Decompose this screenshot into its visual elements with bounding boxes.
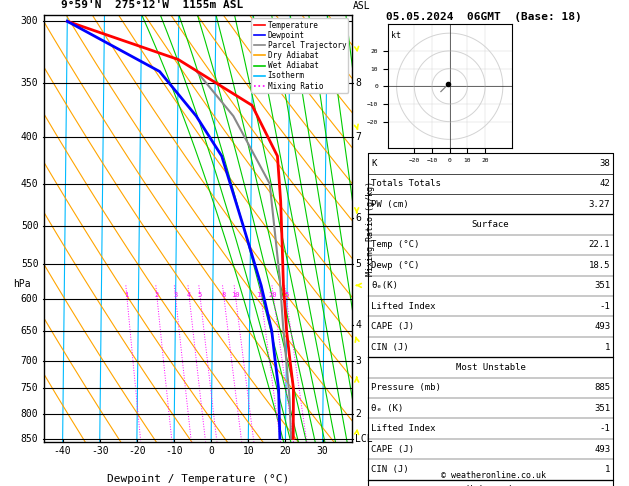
- Text: 493: 493: [594, 445, 610, 453]
- Text: 550: 550: [21, 259, 38, 269]
- Text: 500: 500: [21, 221, 38, 231]
- Text: CIN (J): CIN (J): [371, 465, 409, 474]
- Text: 800: 800: [21, 409, 38, 419]
- Text: -10: -10: [165, 446, 183, 456]
- Text: 5: 5: [198, 292, 202, 297]
- Text: 38: 38: [599, 159, 610, 168]
- Text: Dewpoint / Temperature (°C): Dewpoint / Temperature (°C): [107, 474, 289, 485]
- Text: 1: 1: [125, 292, 129, 297]
- Text: θₑ (K): θₑ (K): [371, 404, 403, 413]
- Text: -1: -1: [599, 302, 610, 311]
- Text: Surface: Surface: [472, 220, 509, 229]
- Text: 600: 600: [21, 294, 38, 304]
- Text: © weatheronline.co.uk: © weatheronline.co.uk: [442, 471, 546, 480]
- Text: -20: -20: [128, 446, 146, 456]
- Text: 05.05.2024  06GMT  (Base: 18): 05.05.2024 06GMT (Base: 18): [386, 12, 582, 22]
- Text: CAPE (J): CAPE (J): [371, 322, 414, 331]
- Text: 5: 5: [355, 259, 361, 269]
- Text: CAPE (J): CAPE (J): [371, 445, 414, 453]
- Text: Dewp (°C): Dewp (°C): [371, 261, 420, 270]
- Text: 350: 350: [21, 78, 38, 88]
- Text: Mixing Ratio (g/kg): Mixing Ratio (g/kg): [366, 181, 376, 276]
- Text: 4: 4: [187, 292, 191, 297]
- Text: 885: 885: [594, 383, 610, 392]
- Text: 850: 850: [21, 434, 38, 444]
- Text: hPa: hPa: [13, 278, 31, 289]
- Text: 2: 2: [355, 409, 361, 419]
- Text: 400: 400: [21, 132, 38, 141]
- Text: LCL: LCL: [355, 434, 373, 444]
- Text: 493: 493: [594, 322, 610, 331]
- Text: 650: 650: [21, 326, 38, 336]
- Text: 6: 6: [355, 213, 361, 223]
- Text: 10: 10: [242, 446, 254, 456]
- Text: 9°59'N  275°12'W  1155m ASL: 9°59'N 275°12'W 1155m ASL: [61, 0, 243, 10]
- Text: 0: 0: [208, 446, 214, 456]
- Text: 42: 42: [599, 179, 610, 188]
- Text: 351: 351: [594, 404, 610, 413]
- Text: 22.1: 22.1: [589, 241, 610, 249]
- Text: 2: 2: [155, 292, 159, 297]
- Text: 450: 450: [21, 179, 38, 189]
- Text: 20: 20: [279, 446, 291, 456]
- Text: 300: 300: [21, 17, 38, 26]
- Text: Lifted Index: Lifted Index: [371, 302, 436, 311]
- Text: 16: 16: [257, 292, 265, 297]
- Text: 3: 3: [173, 292, 177, 297]
- Text: PW (cm): PW (cm): [371, 200, 409, 208]
- Text: 30: 30: [316, 446, 328, 456]
- Text: -30: -30: [91, 446, 109, 456]
- Text: 20: 20: [269, 292, 277, 297]
- Text: 700: 700: [21, 356, 38, 366]
- Text: -40: -40: [54, 446, 72, 456]
- Text: 8: 8: [355, 78, 361, 88]
- Text: 7: 7: [355, 132, 361, 141]
- Text: 18.5: 18.5: [589, 261, 610, 270]
- Legend: Temperature, Dewpoint, Parcel Trajectory, Dry Adiabat, Wet Adiabat, Isotherm, Mi: Temperature, Dewpoint, Parcel Trajectory…: [252, 18, 348, 93]
- Text: 1: 1: [604, 343, 610, 351]
- Text: 10: 10: [231, 292, 240, 297]
- Text: -1: -1: [599, 424, 610, 433]
- Text: 4: 4: [355, 320, 361, 330]
- Text: Temp (°C): Temp (°C): [371, 241, 420, 249]
- Text: CIN (J): CIN (J): [371, 343, 409, 351]
- Text: 351: 351: [594, 281, 610, 290]
- Text: Most Unstable: Most Unstable: [455, 363, 526, 372]
- Text: 3.27: 3.27: [589, 200, 610, 208]
- Text: 750: 750: [21, 383, 38, 393]
- Text: Lifted Index: Lifted Index: [371, 424, 436, 433]
- Text: θₑ(K): θₑ(K): [371, 281, 398, 290]
- Text: K: K: [371, 159, 377, 168]
- Text: 25: 25: [282, 292, 290, 297]
- Text: Totals Totals: Totals Totals: [371, 179, 441, 188]
- Text: Pressure (mb): Pressure (mb): [371, 383, 441, 392]
- Text: km
ASL: km ASL: [353, 0, 370, 11]
- Text: 8: 8: [221, 292, 226, 297]
- Text: 1: 1: [604, 465, 610, 474]
- Text: 3: 3: [355, 356, 361, 366]
- Text: kt: kt: [391, 32, 401, 40]
